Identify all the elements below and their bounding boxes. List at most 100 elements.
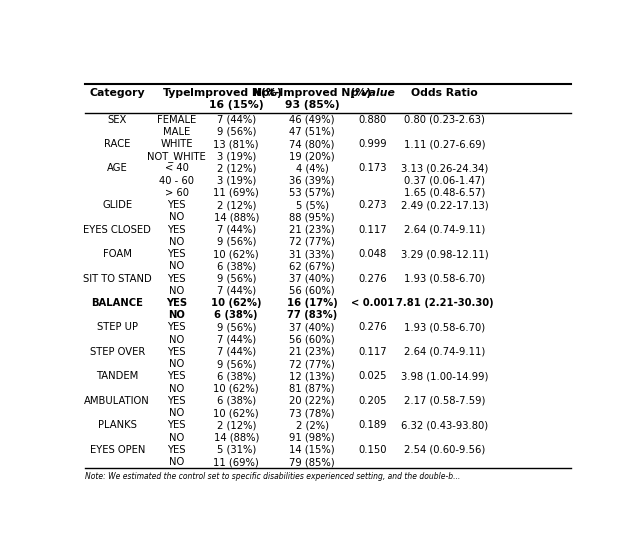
- Text: 3 (19%): 3 (19%): [216, 176, 256, 186]
- Text: 0.276: 0.276: [358, 274, 387, 284]
- Text: NO: NO: [169, 457, 184, 467]
- Text: 10 (62%): 10 (62%): [213, 408, 259, 418]
- Text: 46 (49%): 46 (49%): [289, 114, 335, 125]
- Text: 7 (44%): 7 (44%): [217, 114, 256, 125]
- Text: SEX: SEX: [108, 114, 127, 125]
- Text: GLIDE: GLIDE: [102, 200, 132, 210]
- Text: 72 (77%): 72 (77%): [289, 359, 335, 369]
- Text: Type: Type: [163, 89, 191, 98]
- Text: 37 (40%): 37 (40%): [289, 274, 335, 284]
- Text: 1.11 (0.27-6.69): 1.11 (0.27-6.69): [404, 139, 485, 149]
- Text: 0.273: 0.273: [358, 200, 387, 210]
- Text: Category: Category: [90, 89, 145, 98]
- Text: AGE: AGE: [107, 164, 127, 173]
- Text: EYES CLOSED: EYES CLOSED: [83, 225, 151, 235]
- Text: 56 (60%): 56 (60%): [289, 335, 335, 345]
- Text: NO: NO: [169, 261, 184, 271]
- Text: 19 (20%): 19 (20%): [289, 151, 335, 161]
- Text: 16 (17%): 16 (17%): [287, 298, 337, 308]
- Text: 62 (67%): 62 (67%): [289, 261, 335, 271]
- Text: 2.64 (0.74-9.11): 2.64 (0.74-9.11): [404, 347, 485, 357]
- Text: 2 (12%): 2 (12%): [216, 200, 256, 210]
- Text: 7 (44%): 7 (44%): [217, 347, 256, 357]
- Text: 72 (77%): 72 (77%): [289, 237, 335, 247]
- Text: 88 (95%): 88 (95%): [289, 212, 335, 222]
- Text: 2.49 (0.22-17.13): 2.49 (0.22-17.13): [401, 200, 488, 210]
- Text: YES: YES: [168, 322, 186, 333]
- Text: 21 (23%): 21 (23%): [289, 225, 335, 235]
- Text: 0.999: 0.999: [358, 139, 387, 149]
- Text: 0.37 (0.06-1.47): 0.37 (0.06-1.47): [404, 176, 485, 186]
- Text: 3.98 (1.00-14.99): 3.98 (1.00-14.99): [401, 372, 488, 381]
- Text: 2.64 (0.74-9.11): 2.64 (0.74-9.11): [404, 225, 485, 235]
- Text: YES: YES: [166, 298, 188, 308]
- Text: 0.150: 0.150: [358, 445, 387, 455]
- Text: 7.81 (2.21-30.30): 7.81 (2.21-30.30): [396, 298, 493, 308]
- Text: 6.32 (0.43-93.80): 6.32 (0.43-93.80): [401, 420, 488, 430]
- Text: 16 (15%): 16 (15%): [209, 100, 264, 110]
- Text: YES: YES: [168, 420, 186, 430]
- Text: 0.880: 0.880: [358, 114, 387, 125]
- Text: 0.276: 0.276: [358, 322, 387, 333]
- Text: STEP UP: STEP UP: [97, 322, 138, 333]
- Text: 9 (56%): 9 (56%): [216, 274, 256, 284]
- Text: 14 (88%): 14 (88%): [214, 212, 259, 222]
- Text: YES: YES: [168, 225, 186, 235]
- Text: STEP OVER: STEP OVER: [90, 347, 145, 357]
- Text: < 40: < 40: [164, 164, 189, 173]
- Text: 5 (31%): 5 (31%): [216, 445, 256, 455]
- Text: 6 (38%): 6 (38%): [214, 310, 258, 320]
- Text: 10 (62%): 10 (62%): [211, 298, 262, 308]
- Text: 2 (12%): 2 (12%): [216, 164, 256, 173]
- Text: EYES OPEN: EYES OPEN: [90, 445, 145, 455]
- Text: 10 (62%): 10 (62%): [213, 383, 259, 394]
- Text: 1.65 (0.48-6.57): 1.65 (0.48-6.57): [404, 188, 485, 198]
- Text: 6 (38%): 6 (38%): [217, 372, 256, 381]
- Text: 0.189: 0.189: [358, 420, 387, 430]
- Text: 93 (85%): 93 (85%): [285, 100, 339, 110]
- Text: FOAM: FOAM: [103, 249, 132, 259]
- Text: 0.048: 0.048: [358, 249, 387, 259]
- Text: NO: NO: [169, 359, 184, 369]
- Text: NO: NO: [169, 408, 184, 418]
- Text: > 60: > 60: [164, 188, 189, 198]
- Text: BALANCE: BALANCE: [92, 298, 143, 308]
- Text: 56 (60%): 56 (60%): [289, 286, 335, 296]
- Text: YES: YES: [168, 249, 186, 259]
- Text: YES: YES: [168, 200, 186, 210]
- Text: 20 (22%): 20 (22%): [289, 396, 335, 406]
- Text: NOT_WHITE: NOT_WHITE: [147, 151, 206, 161]
- Text: AMBULATION: AMBULATION: [84, 396, 150, 406]
- Text: NO: NO: [169, 433, 184, 443]
- Text: 11 (69%): 11 (69%): [213, 457, 259, 467]
- Text: 2 (12%): 2 (12%): [216, 420, 256, 430]
- Text: YES: YES: [168, 274, 186, 284]
- Text: 37 (40%): 37 (40%): [289, 322, 335, 333]
- Text: Not-Improved N(%): Not-Improved N(%): [253, 89, 371, 98]
- Text: < 0.001: < 0.001: [351, 298, 394, 308]
- Text: 53 (57%): 53 (57%): [289, 188, 335, 198]
- Text: 0.025: 0.025: [358, 372, 387, 381]
- Text: 6 (38%): 6 (38%): [217, 396, 256, 406]
- Text: 47 (51%): 47 (51%): [289, 127, 335, 137]
- Text: 7 (44%): 7 (44%): [217, 286, 256, 296]
- Text: 2.54 (0.60-9.56): 2.54 (0.60-9.56): [404, 445, 485, 455]
- Text: PLANKS: PLANKS: [98, 420, 136, 430]
- Text: NO: NO: [169, 212, 184, 222]
- Text: 7 (44%): 7 (44%): [217, 225, 256, 235]
- Text: 1.93 (0.58-6.70): 1.93 (0.58-6.70): [404, 322, 485, 333]
- Text: NO: NO: [169, 383, 184, 394]
- Text: 40 - 60: 40 - 60: [159, 176, 194, 186]
- Text: 9 (56%): 9 (56%): [216, 359, 256, 369]
- Text: 9 (56%): 9 (56%): [216, 127, 256, 137]
- Text: 2 (2%): 2 (2%): [296, 420, 328, 430]
- Text: 14 (88%): 14 (88%): [214, 433, 259, 443]
- Text: p value: p value: [350, 89, 395, 98]
- Text: 5 (5%): 5 (5%): [296, 200, 328, 210]
- Text: 11 (69%): 11 (69%): [213, 188, 259, 198]
- Text: 77 (83%): 77 (83%): [287, 310, 337, 320]
- Text: 4 (4%): 4 (4%): [296, 164, 328, 173]
- Text: Improved N(%): Improved N(%): [190, 89, 282, 98]
- Text: NO: NO: [168, 310, 185, 320]
- Text: NO: NO: [169, 335, 184, 345]
